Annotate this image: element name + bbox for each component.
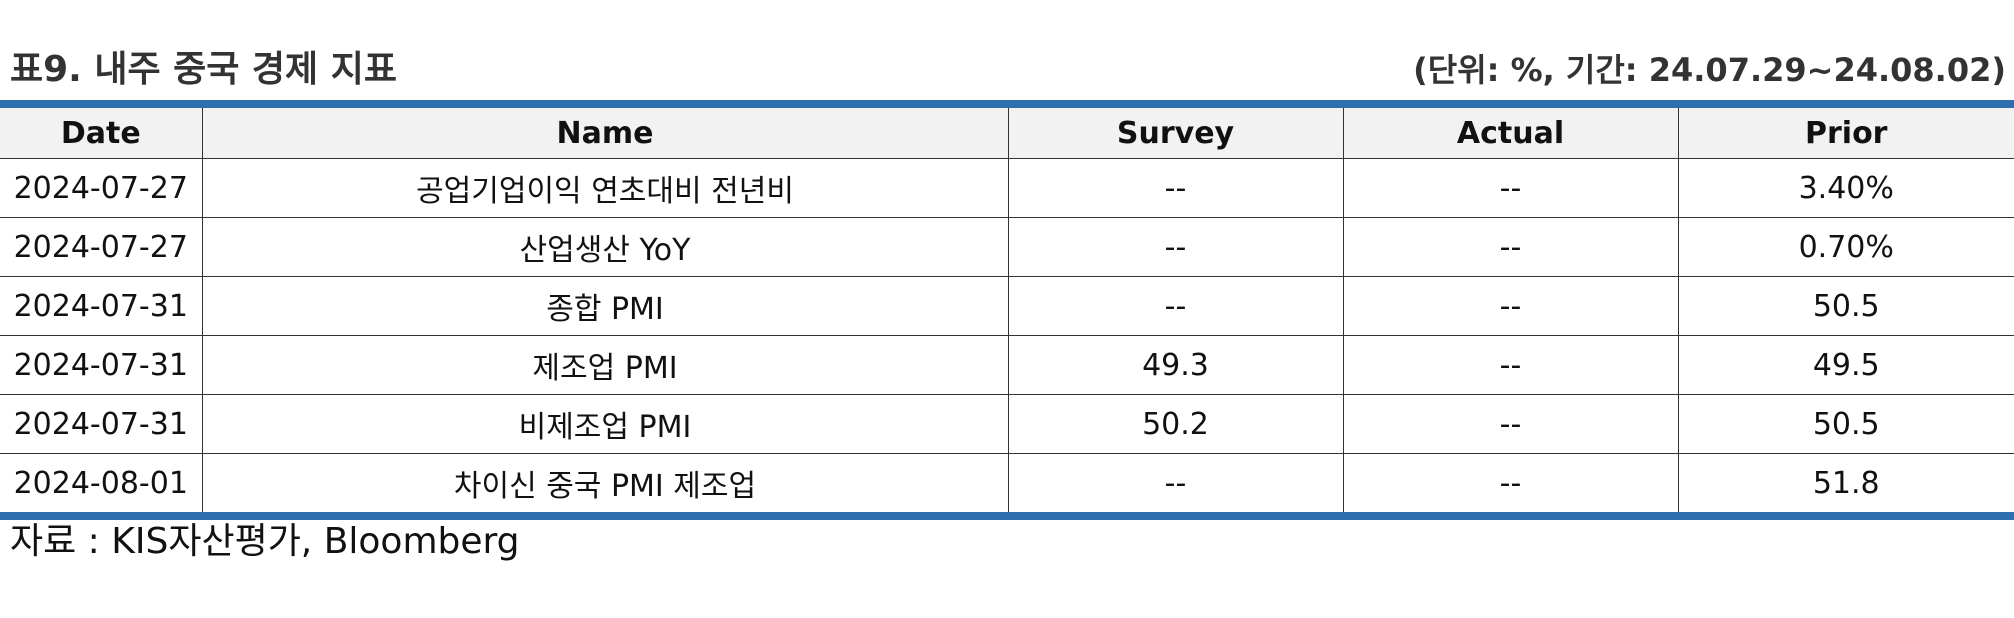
cell-actual: -- [1343,217,1679,277]
column-header-name: Name [202,108,1009,159]
cell-actual: -- [1343,158,1679,218]
table-row: 2024-07-27 산업생산 YoY -- -- 0.70% [0,217,2014,277]
cell-name: 차이신 중국 PMI 제조업 [202,453,1009,512]
cell-actual: -- [1343,453,1679,512]
cell-survey: -- [1008,158,1344,218]
cell-name: 공업기업이익 연초대비 전년비 [202,158,1009,218]
cell-prior: 49.5 [1678,335,2014,395]
table-row: 2024-07-27 공업기업이익 연초대비 전년비 -- -- 3.40% [0,158,2014,218]
cell-survey: -- [1008,217,1344,277]
table-header: 표9. 내주 중국 경제 지표 (단위: %, 기간: 24.07.29~24.… [0,44,2014,96]
cell-date: 2024-07-27 [0,217,203,277]
cell-date: 2024-07-27 [0,158,203,218]
cell-survey: 50.2 [1008,394,1344,454]
column-header-survey: Survey [1008,108,1344,159]
table-row: 2024-07-31 제조업 PMI 49.3 -- 49.5 [0,335,2014,395]
economic-indicator-table: Date Name Survey Actual Prior 2024-07-27… [0,108,2014,512]
source-note: 자료 : KIS자산평가, Bloomberg [10,521,520,562]
table-row: 2024-07-31 종합 PMI -- -- 50.5 [0,276,2014,336]
table-title: 표9. 내주 중국 경제 지표 [10,49,397,90]
table-unit-period: (단위: %, 기간: 24.07.29~24.08.02) [1413,51,2006,89]
cell-prior: 51.8 [1812,465,1880,501]
indicator-table-wrapper: Date Name Survey Actual Prior 2024-07-27… [0,100,2014,520]
cell-name: 제조업 PMI [202,335,1009,395]
cell-actual: -- [1343,276,1679,336]
cell-actual: -- [1343,335,1679,395]
cell-prior: 3.40% [1678,158,2014,218]
table-row: 2024-08-01 차이신 중국 PMI 제조업 -- -- 51.8 [0,453,2014,512]
cell-name: 종합 PMI [202,276,1009,336]
cell-survey: -- [1008,276,1344,336]
column-header-actual: Actual [1343,108,1679,159]
cell-prior: 50.5 [1678,394,2014,454]
cell-prior: 50.5 [1678,276,2014,336]
cell-prior: 0.70% [1678,217,2014,277]
cell-actual: -- [1343,394,1679,454]
cell-date: 2024-07-31 [0,335,203,395]
cell-date: 2024-08-01 [0,453,203,512]
column-header-date: Date [0,108,203,159]
table-row: 2024-07-31 비제조업 PMI 50.2 -- 50.5 [0,394,2014,454]
cell-date: 2024-07-31 [0,276,203,336]
cell-survey: -- [1008,453,1344,512]
column-header-prior: Prior [1678,108,2014,159]
cell-survey: 49.3 [1008,335,1344,395]
cell-name: 비제조업 PMI [202,394,1009,454]
cell-date: 2024-07-31 [0,394,203,454]
cell-name: 산업생산 YoY [202,217,1009,277]
table-header-row: Date Name Survey Actual Prior [0,108,2014,159]
